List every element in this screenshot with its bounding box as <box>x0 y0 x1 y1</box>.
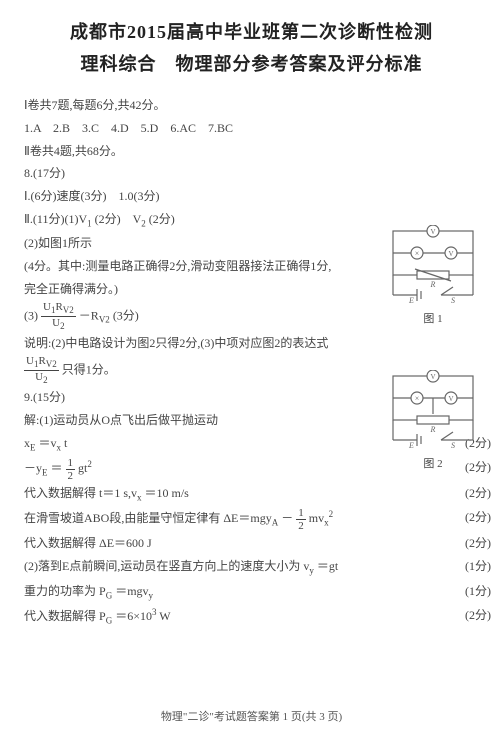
svg-text:R: R <box>430 280 436 289</box>
svg-text:V: V <box>448 395 453 403</box>
numerator: U1RV2 <box>24 355 59 371</box>
sup: 3 <box>152 607 157 617</box>
t: ＝10 m/s <box>145 486 189 500</box>
sub: E <box>30 442 36 452</box>
t: ＝ <box>51 461 63 475</box>
page-footer: 物理"二诊"考试题答案第 1 页(共 3 页) <box>0 708 503 724</box>
text-line: Ⅱ卷共4题,共68分。 <box>24 140 479 163</box>
denominator: 2 <box>66 470 76 482</box>
text-line: 1.A 2.B 3.C 4.D 5.D 6.AC 7.BC <box>24 117 479 140</box>
t: －R <box>79 308 99 322</box>
score: (1分) <box>465 580 491 603</box>
sub: y <box>149 590 154 600</box>
sub: G <box>106 590 113 600</box>
denominator: 2 <box>296 520 306 532</box>
score: (2分) <box>465 532 491 555</box>
circuit-svg-2: V × V R E S <box>387 370 479 448</box>
text-line: 说明:(2)中电路设计为图2只得2分,(3)中项对应图2的表达式 <box>24 332 479 355</box>
svg-text:S: S <box>451 441 455 448</box>
figure-2-label: 图 2 <box>387 455 479 471</box>
sub: V2 <box>99 315 110 325</box>
t: ＝mgv <box>115 584 148 598</box>
text-line: 代入数据解得 PG ＝6×103 W (2分) <box>24 604 479 629</box>
t: 只得1分。 <box>62 362 116 376</box>
svg-text:×: × <box>415 249 420 258</box>
text-line: 代入数据解得 ΔE＝600 J (2分) <box>24 532 479 555</box>
t: (2分) V <box>95 212 142 226</box>
sub: x <box>137 492 142 502</box>
numerator: 1 <box>296 507 306 520</box>
score: (2分) <box>465 506 491 529</box>
t: (2)落到E点前瞬间,运动员在竖直方向上的速度大小为 v <box>24 559 309 573</box>
numerator: 1 <box>66 457 76 470</box>
t: mv <box>309 511 324 525</box>
t: ＝gt <box>317 559 338 573</box>
t: 重力的功率为 P <box>24 584 106 598</box>
denominator: U2 <box>24 371 59 386</box>
t: (2分) <box>149 212 175 226</box>
text-line: Ⅰ卷共7题,每题6分,共42分。 <box>24 94 479 117</box>
sup: 2 <box>87 459 92 469</box>
t: －y <box>24 461 42 475</box>
text-line: 代入数据解得 t＝1 s,vx ＝10 m/s (2分) <box>24 482 479 506</box>
title-line-1: 成都市2015届高中毕业班第二次诊断性检测 <box>24 18 479 44</box>
svg-text:E: E <box>408 296 414 303</box>
score: (2分) <box>465 482 491 505</box>
sub: 1 <box>87 218 92 228</box>
text-line: Ⅰ.(6分)速度(3分) 1.0(3分) <box>24 185 479 208</box>
figure-1-label: 图 1 <box>387 310 479 326</box>
svg-text:R: R <box>430 425 436 434</box>
text-line: (2)落到E点前瞬间,运动员在竖直方向上的速度大小为 vy ＝gt (1分) <box>24 555 479 579</box>
t: － <box>281 511 293 525</box>
fraction: U1RV2 U2 <box>41 301 76 332</box>
title-line-2: 理科综合 物理部分参考答案及评分标准 <box>24 50 479 76</box>
denominator: U2 <box>41 317 76 332</box>
t: Ⅱ.(11分)(1)V <box>24 212 87 226</box>
score: (1分) <box>465 555 491 578</box>
svg-text:S: S <box>451 296 455 303</box>
t: 代入数据解得 ΔE＝600 J <box>24 536 152 550</box>
fraction: 1 2 <box>296 507 306 532</box>
score: (2分) <box>465 604 491 627</box>
svg-text:×: × <box>415 394 420 403</box>
t: ＝v <box>39 436 57 450</box>
sub: G <box>106 615 113 625</box>
circuit-figure-1: V × V R E S 图 1 <box>387 225 479 326</box>
text-line: 8.(17分) <box>24 162 479 185</box>
sub: y <box>309 565 314 575</box>
sub: x <box>57 442 62 452</box>
fraction: U1RV2 U2 <box>24 355 59 386</box>
content-body: Ⅰ卷共7题,每题6分,共42分。 1.A 2.B 3.C 4.D 5.D 6.A… <box>24 94 479 629</box>
numerator: U1RV2 <box>41 301 76 317</box>
sup: 2 <box>329 509 334 519</box>
t: ＝6×10 <box>115 609 152 623</box>
t: 代入数据解得 t＝1 s,v <box>24 486 137 500</box>
svg-text:E: E <box>408 441 414 448</box>
svg-text:V: V <box>430 373 435 381</box>
svg-text:V: V <box>448 250 453 258</box>
t: W <box>159 609 170 623</box>
text-line: 在滑雪坡道ABO段,由能量守恒定律有 ΔE＝mgyA － 1 2 mvx2 (2… <box>24 506 479 532</box>
t: 代入数据解得 P <box>24 609 106 623</box>
fraction: 1 2 <box>66 457 76 482</box>
t: (3分) <box>113 308 139 322</box>
t: t <box>64 436 67 450</box>
text-line: 重力的功率为 PG ＝mgvy (1分) <box>24 580 479 604</box>
sub: E <box>42 467 48 477</box>
sub: A <box>272 518 279 528</box>
circuit-svg-1: V × V R E S <box>387 225 479 303</box>
t: (3) <box>24 308 38 322</box>
t: gt <box>78 461 87 475</box>
circuit-figure-2: V × V R E S 图 2 <box>387 370 479 471</box>
sub: 2 <box>141 218 146 228</box>
svg-text:V: V <box>430 228 435 236</box>
t: 在滑雪坡道ABO段,由能量守恒定律有 ΔE＝mgy <box>24 511 272 525</box>
